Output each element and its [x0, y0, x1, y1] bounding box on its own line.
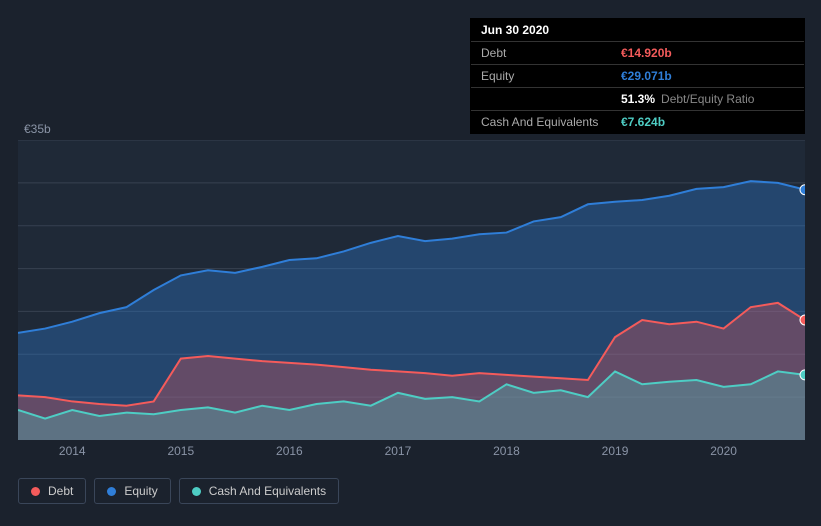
- legend-label: Equity: [124, 484, 157, 498]
- legend-dot-icon: [192, 487, 201, 496]
- tooltip-label: Debt: [481, 46, 621, 60]
- tooltip-label: [481, 92, 621, 106]
- tooltip-extra: Debt/Equity Ratio: [661, 92, 754, 106]
- x-axis-tick: 2019: [602, 444, 629, 458]
- tooltip-value: €29.071b: [621, 69, 672, 83]
- chart-svg: [18, 140, 805, 440]
- tooltip-row: Equity€29.071b: [471, 65, 804, 88]
- legend-item[interactable]: Debt: [18, 478, 86, 504]
- legend-dot-icon: [107, 487, 116, 496]
- tooltip-row: Cash And Equivalents€7.624b: [471, 111, 804, 133]
- y-axis-label-max: €35b: [24, 122, 51, 136]
- tooltip-label: Cash And Equivalents: [481, 115, 621, 129]
- tooltip-value: €14.920b: [621, 46, 672, 60]
- tooltip-row: Debt€14.920b: [471, 42, 804, 65]
- tooltip-date-row: Jun 30 2020: [471, 19, 804, 42]
- chart-legend: Debt Equity Cash And Equivalents: [18, 478, 339, 504]
- tooltip-row: 51.3% Debt/Equity Ratio: [471, 88, 804, 111]
- x-axis-tick: 2017: [385, 444, 412, 458]
- tooltip-value: €7.624b: [621, 115, 665, 129]
- legend-item[interactable]: Cash And Equivalents: [179, 478, 339, 504]
- tooltip-label: Equity: [481, 69, 621, 83]
- legend-item[interactable]: Equity: [94, 478, 170, 504]
- x-axis-tick: 2016: [276, 444, 303, 458]
- legend-dot-icon: [31, 487, 40, 496]
- tooltip-value: 51.3%: [621, 92, 655, 106]
- x-axis-tick: 2015: [167, 444, 194, 458]
- tooltip-date: Jun 30 2020: [481, 23, 549, 37]
- x-axis: 2014 2015 2016 2017 2018 2019 2020: [18, 444, 805, 464]
- x-axis-tick: 2020: [710, 444, 737, 458]
- legend-label: Debt: [48, 484, 73, 498]
- x-axis-tick: 2014: [59, 444, 86, 458]
- chart-tooltip: Jun 30 2020 Debt€14.920bEquity€29.071b51…: [470, 18, 805, 134]
- x-axis-tick: 2018: [493, 444, 520, 458]
- chart-plot-area: [18, 140, 805, 440]
- legend-label: Cash And Equivalents: [209, 484, 326, 498]
